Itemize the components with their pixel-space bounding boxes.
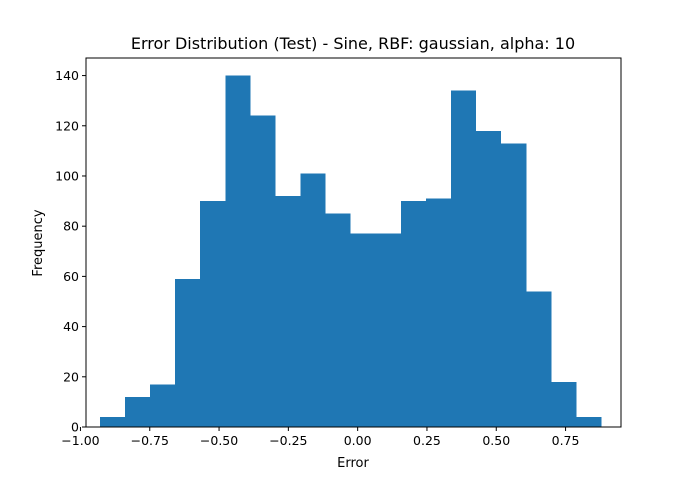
x-tick-label: 0.00 <box>344 433 372 448</box>
plot-frame <box>85 57 622 428</box>
y-tick-label: 20 <box>63 369 79 384</box>
histogram-bar <box>350 233 376 427</box>
histogram-bar <box>325 213 351 427</box>
histogram-bar <box>200 201 226 427</box>
histogram-bar <box>476 130 502 428</box>
y-tick-label: 60 <box>63 269 79 284</box>
histogram-bar <box>275 196 301 427</box>
y-tick-label: 140 <box>55 68 79 83</box>
bars-group <box>99 75 602 428</box>
x-tick-label: −0.75 <box>131 433 169 448</box>
histogram-bar <box>150 384 176 427</box>
histogram-bar <box>175 278 201 427</box>
x-tick-label: 0.25 <box>413 433 441 448</box>
histogram-bar <box>250 115 276 428</box>
y-tick-label: 120 <box>55 118 79 133</box>
x-axis-label: Error <box>337 456 369 471</box>
x-tick-label: −1.00 <box>61 433 99 448</box>
y-axis-ticks: 0 20 40 60 80 100 120 140 <box>55 68 86 435</box>
x-tick-label: −0.50 <box>200 433 238 448</box>
histogram-bar <box>526 291 552 427</box>
histogram-bar <box>400 201 426 427</box>
x-tick-label: −0.25 <box>269 433 307 448</box>
histogram-bar <box>225 75 251 428</box>
y-tick-label: 40 <box>63 319 79 334</box>
x-axis-ticks: −1.00 −0.75 −0.50 −0.25 0.00 0.25 0.50 0.75 <box>61 427 579 448</box>
y-tick-label: 100 <box>55 168 79 183</box>
histogram-bar <box>501 143 527 428</box>
histogram-bar <box>300 173 326 427</box>
y-axis-label: Frequency <box>31 209 46 276</box>
histogram-bar <box>451 90 477 427</box>
x-tick-label: 0.50 <box>482 433 510 448</box>
histogram-bar <box>99 416 125 427</box>
y-tick-label: 80 <box>63 219 79 234</box>
chart-title: Error Distribution (Test) - Sine, RBF: g… <box>131 34 575 53</box>
x-tick-label: 0.75 <box>552 433 580 448</box>
y-tick-label: 0 <box>71 420 79 435</box>
histogram-bar <box>576 416 602 427</box>
histogram-bar <box>375 233 401 427</box>
histogram-bar <box>124 396 151 427</box>
histogram-bar <box>425 198 452 427</box>
histogram-bar <box>551 381 577 427</box>
